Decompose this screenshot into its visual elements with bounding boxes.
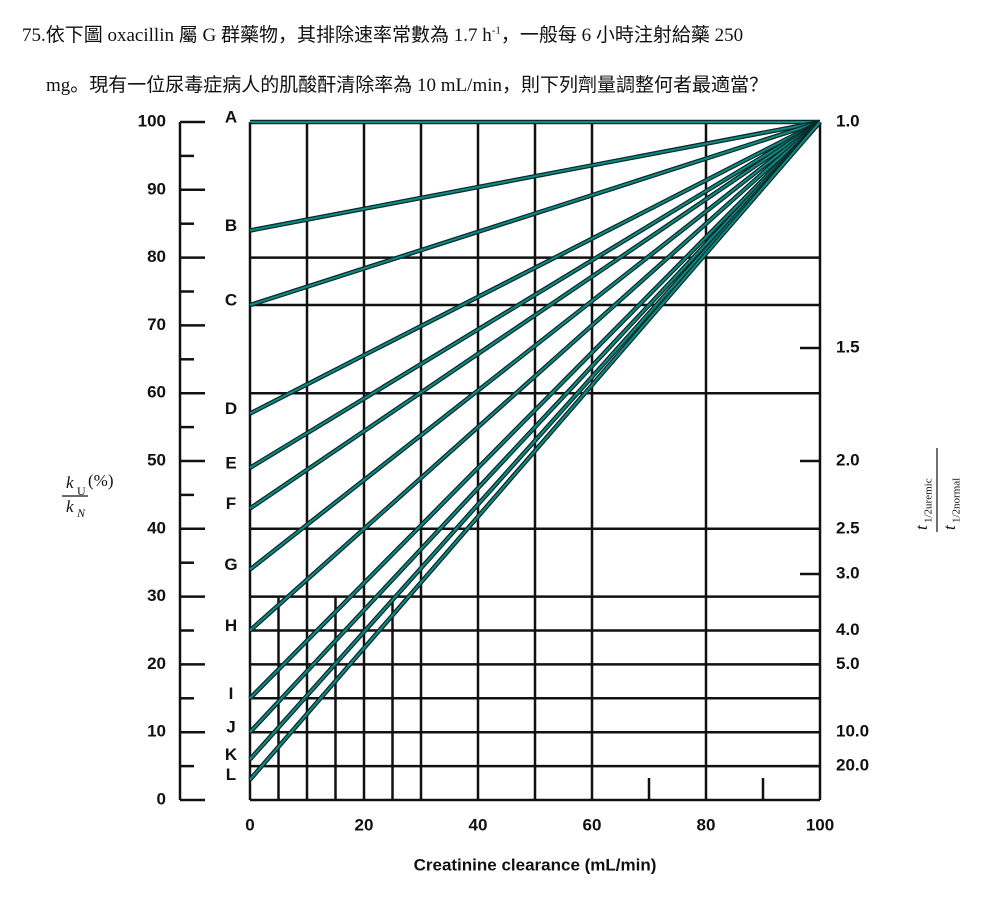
y2-tick-label: 1.0 — [836, 111, 860, 130]
y2label-den: t — [940, 524, 959, 530]
x-tick-label: 60 — [583, 815, 602, 834]
text: 75.依下圖 oxacillin 屬 G 群藥物，其排除速率常數為 1.7 h — [22, 25, 492, 46]
y-tick-label: 100 — [138, 111, 166, 130]
series-line-core — [249, 121, 821, 781]
series-line-core — [249, 121, 821, 733]
series-line-core — [249, 121, 821, 469]
ylabel-den: k — [66, 497, 74, 516]
x-tick-label: 40 — [469, 815, 488, 834]
x-tick-label: 0 — [245, 815, 254, 834]
text: ，一般每 6 小時注射給藥 250 — [500, 25, 744, 46]
y2-tick-label: 20.0 — [836, 756, 869, 775]
ylabel-sub: U — [77, 484, 86, 498]
series-label: A — [225, 107, 237, 126]
y-tick-label: 70 — [147, 315, 166, 334]
series-line-core — [249, 121, 821, 700]
x-tick-label: 100 — [806, 815, 834, 834]
ylabel-num: k — [66, 473, 74, 492]
series-label: B — [225, 216, 237, 235]
series-line-core — [249, 121, 821, 232]
series-label: F — [226, 494, 236, 513]
ylabel-unit: (%) — [88, 471, 113, 490]
ylabel-den-sub: N — [76, 506, 86, 520]
series-label: E — [225, 453, 236, 472]
y-tick-label: 30 — [147, 586, 166, 605]
question-line-2: mg。現有一位尿毒症病人的肌酸酐清除率為 10 mL/min，則下列劑量調整何者… — [46, 75, 769, 96]
y-tick-label: 10 — [147, 722, 166, 741]
series-label: L — [226, 765, 236, 784]
x-axis-label: Creatinine clearance (mL/min) — [414, 855, 657, 874]
y2label-sub: 1/2uremic — [923, 478, 935, 523]
y-tick-label: 40 — [147, 518, 166, 537]
y-axis-label: k U(%) k N — [62, 471, 113, 520]
series-line-core — [249, 121, 821, 571]
y2-tick-label: 2.0 — [836, 450, 860, 469]
y-tick-label: 80 — [147, 247, 166, 266]
series-label: J — [226, 718, 235, 737]
y-tick-label: 20 — [147, 654, 166, 673]
y2-tick-label: 4.0 — [836, 620, 860, 639]
y2label-den-sub: 1/2normal — [951, 478, 963, 523]
y-tick-label: 50 — [147, 450, 166, 469]
series-line-core — [249, 121, 821, 510]
y2-tick-label: 3.0 — [836, 563, 860, 582]
y2-tick-label: 10.0 — [836, 722, 869, 741]
series-label: G — [224, 555, 237, 574]
superscript: -1 — [491, 24, 501, 37]
series-line-core — [249, 121, 821, 632]
series-label: I — [229, 684, 234, 703]
series-label: D — [225, 399, 237, 418]
y-tick-label: 0 — [157, 789, 166, 808]
series-line-core — [249, 121, 821, 415]
series-line-core — [249, 121, 821, 307]
x-tick-label: 20 — [355, 815, 374, 834]
y-tick-label: 90 — [147, 179, 166, 198]
series-label: H — [225, 616, 237, 635]
series-label: K — [225, 745, 238, 764]
y2label-num: t — [912, 524, 931, 530]
y2-tick-label: 1.5 — [836, 337, 860, 356]
y-tick-label: 60 — [147, 383, 166, 402]
series-label: C — [225, 291, 237, 310]
x-tick-label: 80 — [697, 815, 716, 834]
y2-tick-label: 2.5 — [836, 518, 860, 537]
question-line-1: 75.依下圖 oxacillin 屬 G 群藥物，其排除速率常數為 1.7 h-… — [22, 20, 743, 47]
y2-tick-label: 5.0 — [836, 654, 860, 673]
